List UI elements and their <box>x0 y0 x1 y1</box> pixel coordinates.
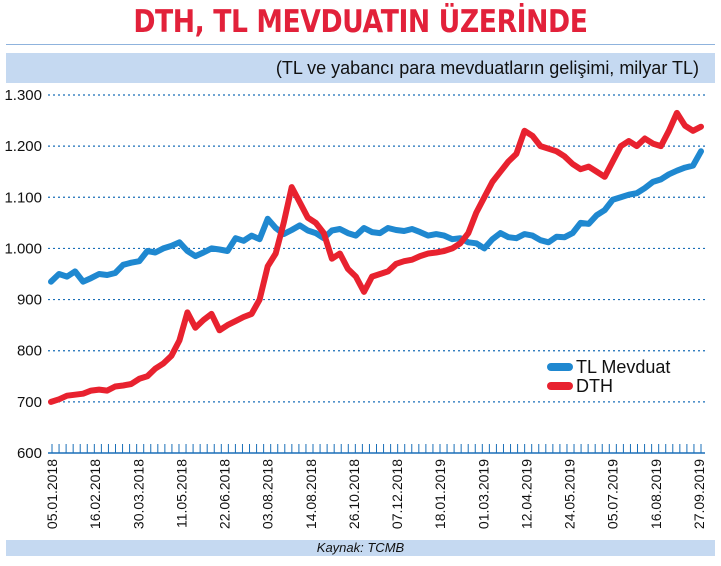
y-tick-label: 700 <box>17 394 42 411</box>
x-axis: 05.01.2018 16.02.2018 30.03.2018 11.05.2018… <box>44 444 707 529</box>
title-divider <box>6 44 715 45</box>
x-tick-label: 27.09.2019 <box>691 459 707 529</box>
y-tick-label: 1.300 <box>4 87 42 104</box>
line-chart: 600 700 800 900 1.000 1.100 1.200 1.300 05.01.2… <box>4 87 707 529</box>
x-tick-label: 12.04.2019 <box>518 459 534 529</box>
y-axis: 600 700 800 900 1.000 1.100 1.200 1.300 <box>4 87 42 462</box>
x-tick-label: 01.03.2019 <box>475 459 491 529</box>
x-tick-label: 11.05.2018 <box>173 459 189 528</box>
source-band: Kaynak: TCMB <box>6 540 715 556</box>
y-tick-label: 1.000 <box>4 240 42 257</box>
series-lines <box>48 109 704 405</box>
x-tick-label: 24.05.2019 <box>562 459 578 529</box>
x-tick-label: 03.08.2018 <box>260 459 276 529</box>
x-tick-label: 22.06.2018 <box>217 459 233 529</box>
x-tick-label: 05.01.2018 <box>44 459 60 529</box>
chart-title: DTH, TL MEVDUATIN ÜZERİNDE <box>133 4 588 40</box>
series-line-tl-mevduat <box>48 148 704 285</box>
x-tick-label: 30.03.2018 <box>130 459 146 529</box>
y-tick-label: 1.100 <box>4 189 42 206</box>
x-tick-label: 16.02.2018 <box>87 459 103 529</box>
legend-label: DTH <box>576 376 613 396</box>
series-line-dth <box>48 109 704 405</box>
y-tick-label: 900 <box>17 292 42 309</box>
subtitle-band: (TL ve yabancı para mevduatların gelişim… <box>6 53 715 83</box>
x-tick-label: 05.07.2019 <box>605 459 621 529</box>
chart-subtitle: (TL ve yabancı para mevduatların gelişim… <box>275 58 699 78</box>
x-tick-label: 16.08.2019 <box>648 459 664 529</box>
legend-label: TL Mevduat <box>576 357 670 377</box>
y-tick-label: 1.200 <box>4 138 42 155</box>
y-tick-label: 600 <box>17 445 42 462</box>
x-tick-label: 14.08.2018 <box>303 459 319 529</box>
x-tick-label: 26.10.2018 <box>346 459 362 529</box>
x-tick-label: 18.01.2019 <box>432 459 448 529</box>
x-tick-label: 07.12.2018 <box>389 459 405 529</box>
source-note: Kaynak: TCMB <box>316 540 405 555</box>
y-tick-label: 800 <box>17 343 42 360</box>
